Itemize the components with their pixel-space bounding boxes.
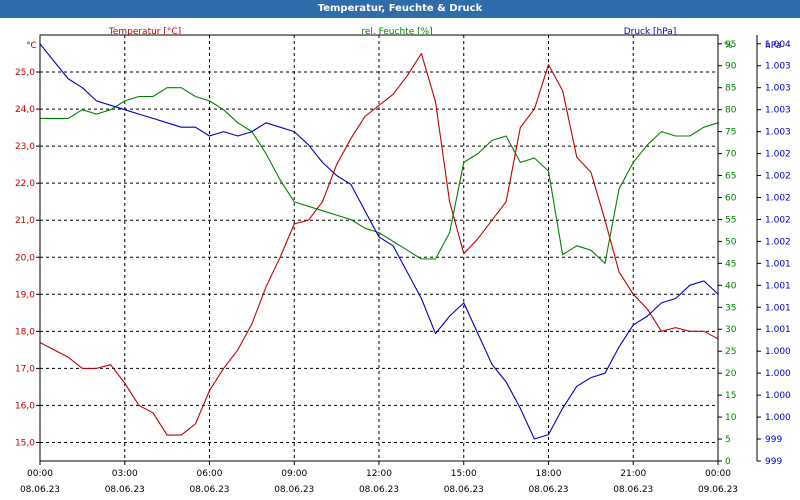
- humidity-tick-label: 40: [725, 281, 737, 291]
- temperature-tick-label: 16,0: [15, 401, 35, 411]
- x-tick-label-time: 18:00: [536, 469, 562, 479]
- pressure-unit-label: hPa: [765, 41, 781, 51]
- humidity-tick-label: 5: [725, 435, 731, 445]
- pressure-tick-label: 999: [765, 435, 782, 445]
- pressure-tick-label: 1.003: [765, 84, 791, 94]
- pressure-tick-label: 999: [765, 457, 782, 467]
- pressure-tick-label: 1.001: [765, 325, 791, 335]
- x-tick-label-date: 09.06.23: [698, 485, 738, 495]
- x-tick-label-date: 08.06.23: [105, 485, 145, 495]
- humidity-tick-label: 30: [725, 325, 737, 335]
- pressure-tick-label: 1.000: [765, 413, 791, 423]
- humidity-tick-label: 60: [725, 193, 737, 203]
- temperature-tick-label: 23,0: [15, 142, 35, 152]
- pressure-tick-label: 1.002: [765, 237, 791, 247]
- axes: 00:00 08.06.23 03:00 08.06.23 06:00 08.06.23 0…: [15, 35, 791, 495]
- pressure-tick-label: 1.000: [765, 347, 791, 357]
- pressure-tick-label: 1.001: [765, 303, 791, 313]
- humidity-tick-label: 70: [725, 150, 737, 160]
- humidity-tick-label: 35: [725, 303, 736, 313]
- series-lines: [39, 43, 719, 440]
- x-tick-label-time: 00:00: [27, 469, 53, 479]
- humidity-tick-label: 90: [725, 62, 737, 72]
- gridlines: [40, 35, 718, 461]
- pressure-tick-label: 1.003: [765, 62, 791, 72]
- pressure-tick-label: 1.002: [765, 215, 791, 225]
- humidity-tick-label: 20: [725, 369, 737, 379]
- pressure-tick-label: 1.000: [765, 369, 791, 379]
- pressure-axis-label: Druck [hPa]: [624, 27, 677, 37]
- temperature-tick-label: 19,0: [15, 290, 35, 300]
- x-tick-label-time: 21:00: [620, 469, 646, 479]
- humidity-series-line: [40, 87, 719, 264]
- humidity-tick-label: 25: [725, 347, 736, 357]
- x-tick-label-time: 06:00: [197, 469, 223, 479]
- humidity-tick-label: 75: [725, 128, 736, 138]
- x-tick-label-date: 08.06.23: [444, 485, 484, 495]
- pressure-tick-label: 1.002: [765, 193, 791, 203]
- x-tick-label-date: 08.06.23: [189, 485, 229, 495]
- temperature-tick-label: 25,0: [15, 68, 35, 78]
- temperature-unit-label: °C: [26, 41, 37, 51]
- humidity-tick-label: 0: [725, 457, 731, 467]
- humidity-tick-label: 85: [725, 84, 736, 94]
- humidity-tick-label: 65: [725, 172, 736, 182]
- humidity-tick-label: 95: [725, 40, 736, 50]
- humidity-tick-label: 55: [725, 215, 736, 225]
- pressure-tick-label: 1.004: [765, 40, 791, 50]
- pressure-tick-label: 1.003: [765, 128, 791, 138]
- pressure-tick-label: 1.001: [765, 281, 791, 291]
- pressure-tick-label: 1.002: [765, 150, 791, 160]
- x-tick-label-time: 15:00: [451, 469, 477, 479]
- humidity-tick-label: 45: [725, 259, 736, 269]
- x-tick-label-date: 08.06.23: [359, 485, 399, 495]
- x-tick-label-time: 12:00: [366, 469, 392, 479]
- x-tick-label-date: 08.06.23: [274, 485, 314, 495]
- temperature-series-line: [39, 52, 719, 436]
- temperature-axis-label: Temperatur [°C]: [108, 27, 181, 37]
- humidity-tick-label: 50: [725, 237, 737, 247]
- x-tick-label-time: 00:00: [705, 469, 731, 479]
- humidity-axis-label: rel. Feuchte [%]: [361, 27, 432, 37]
- pressure-tick-label: 1.002: [765, 172, 791, 182]
- humidity-tick-label: 10: [725, 413, 737, 423]
- pressure-series-line: [39, 43, 719, 440]
- temperature-tick-label: 18,0: [15, 327, 35, 337]
- temperature-tick-label: 20,0: [15, 253, 35, 263]
- temperature-tick-label: 22,0: [15, 179, 35, 189]
- pressure-tick-label: 1.001: [765, 259, 791, 269]
- pressure-tick-label: 1.003: [765, 106, 791, 116]
- temperature-tick-label: 21,0: [15, 216, 35, 226]
- x-tick-label-time: 03:00: [112, 469, 138, 479]
- x-tick-label-date: 08.06.23: [528, 485, 568, 495]
- x-tick-label-time: 09:00: [281, 469, 307, 479]
- humidity-unit-label: %: [724, 41, 733, 51]
- x-tick-label-date: 08.06.23: [613, 485, 653, 495]
- temperature-tick-label: 15,0: [15, 438, 35, 448]
- pressure-tick-label: 1.000: [765, 391, 791, 401]
- humidity-tick-label: 15: [725, 391, 736, 401]
- chart-area: 00:00 08.06.23 03:00 08.06.23 06:00 08.06.23 0…: [15, 27, 791, 495]
- chart-title: Temperatur, Feuchte & Druck: [0, 0, 800, 18]
- humidity-tick-label: 80: [725, 106, 737, 116]
- temperature-tick-label: 17,0: [15, 364, 35, 374]
- x-tick-label-date: 08.06.23: [20, 485, 60, 495]
- temperature-tick-label: 24,0: [15, 105, 35, 115]
